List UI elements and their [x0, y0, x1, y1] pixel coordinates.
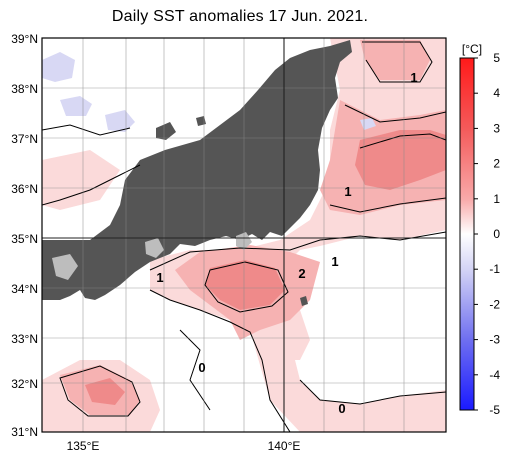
- lake-area: [52, 232, 252, 280]
- contour-label: 1: [331, 254, 338, 269]
- strong-positive-anomaly: [85, 130, 446, 405]
- colorbar-tick-label: -3: [489, 333, 500, 347]
- lat-label: 36°N: [11, 182, 38, 196]
- contour-label: 1: [410, 70, 417, 85]
- colorbar-tick-label: -1: [489, 262, 500, 276]
- colorbar-tick-label: 1: [493, 192, 500, 206]
- lat-label: 33°N: [11, 332, 38, 346]
- lat-label: 32°N: [11, 377, 38, 391]
- island: [156, 116, 308, 306]
- colorbar-tick-label: -4: [489, 368, 500, 382]
- latitude-labels: 39°N 38°N 37°N 36°N 35°N 34°N 33°N 32°N …: [11, 32, 38, 439]
- colorbar-tick-label: 0: [493, 227, 500, 241]
- map-title: Daily SST anomalies 17 Jun. 2021.: [111, 8, 369, 25]
- map-frame: [41, 37, 447, 433]
- longitude-labels: 135°E 140°E: [67, 439, 301, 453]
- contour-label: 2: [298, 266, 305, 281]
- grid-major: [42, 38, 446, 432]
- contour-label: 0: [198, 360, 205, 375]
- lat-label: 39°N: [11, 32, 38, 46]
- lon-label: 140°E: [268, 439, 301, 453]
- lon-label: 135°E: [67, 439, 100, 453]
- lat-label: 37°N: [11, 132, 38, 146]
- colorbar-tick-label: -2: [489, 297, 500, 311]
- colorbar-tick-label: 2: [493, 157, 500, 171]
- colorbar: [°C] 5 4 3 2 1 0 -1 -2 -3 -4 -5: [459, 42, 500, 417]
- contour-label: 0: [338, 401, 345, 416]
- colorbar-tick-label: 4: [493, 86, 500, 100]
- contour-value-labels: 1 1 1 1 2 0 0: [156, 70, 417, 416]
- colorbar-ticks: 5 4 3 2 1 0 -1 -2 -3 -4 -5: [474, 51, 500, 417]
- colorbar-scale: [459, 57, 475, 411]
- contour-label: 1: [344, 184, 351, 199]
- contour-label: 1: [156, 270, 163, 285]
- colorbar-tick-label: -5: [489, 403, 500, 417]
- colorbar-tick-label: 5: [493, 51, 500, 65]
- grid-lines: [42, 38, 446, 432]
- plot-area: [42, 38, 446, 432]
- colorbar-unit: [°C]: [462, 42, 482, 56]
- lat-label: 31°N: [11, 425, 38, 439]
- lat-label: 34°N: [11, 282, 38, 296]
- contour-lines: [42, 41, 446, 432]
- lat-label: 35°N: [11, 232, 38, 246]
- lat-label: 38°N: [11, 82, 38, 96]
- colorbar-tick-label: 3: [493, 121, 500, 135]
